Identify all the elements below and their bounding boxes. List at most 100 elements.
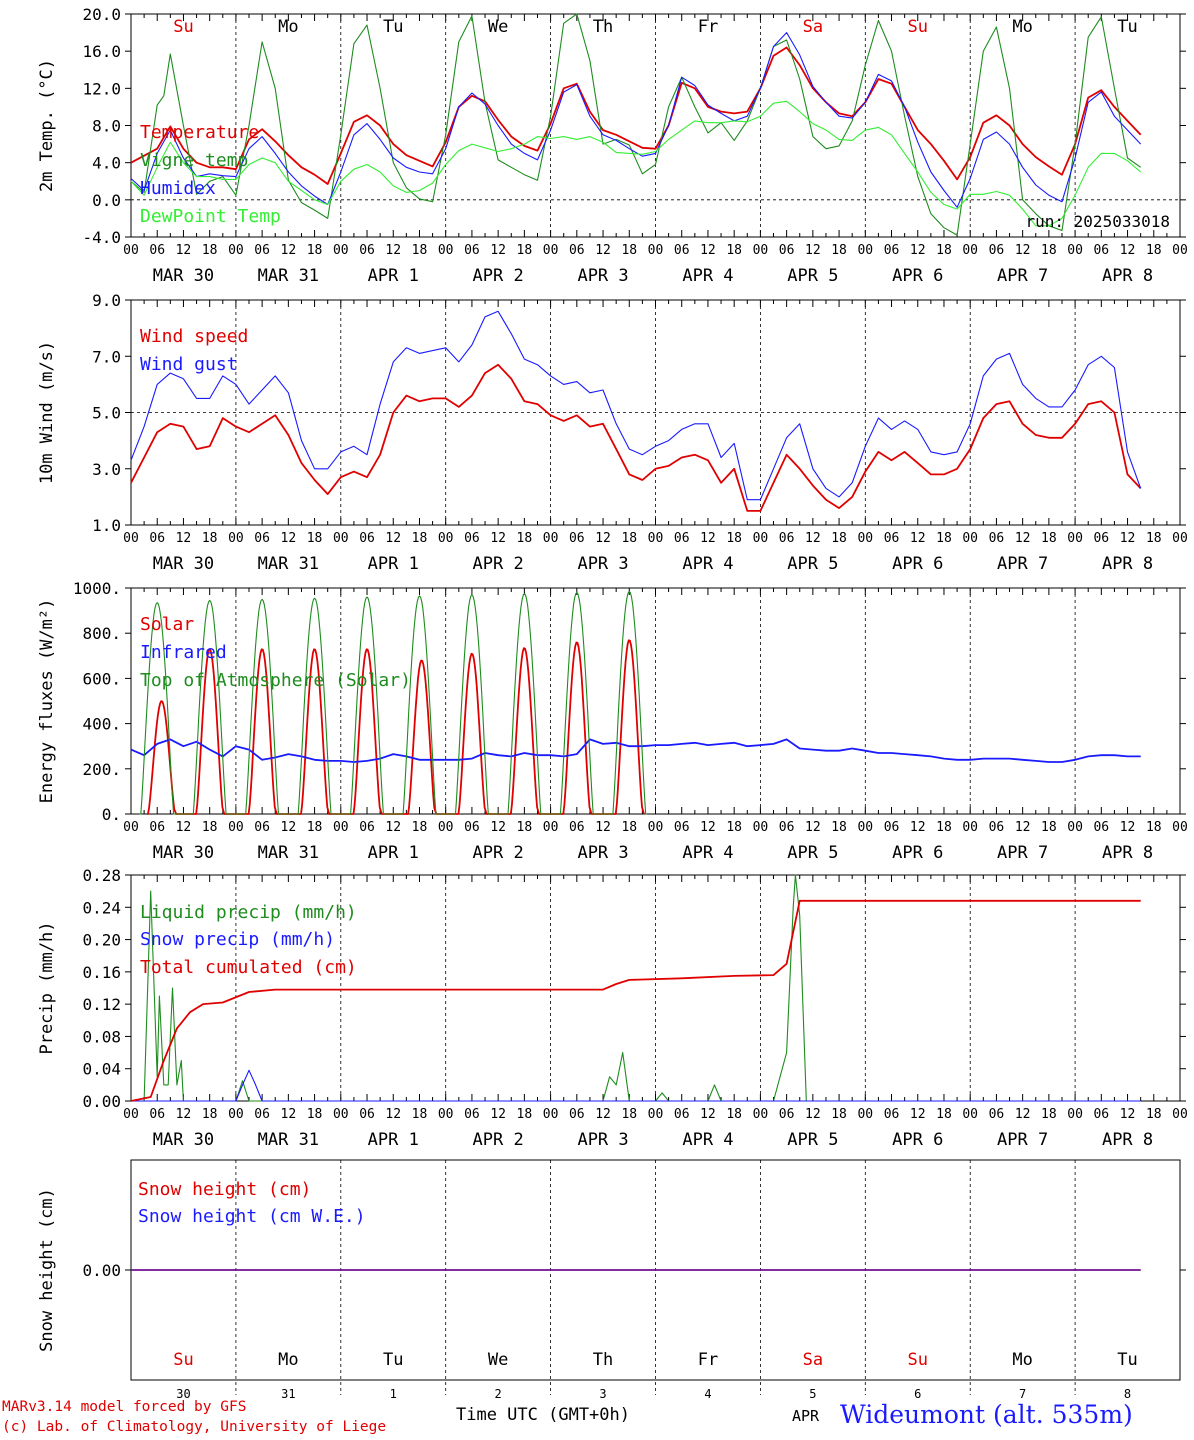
x-hour-label: 18 (726, 820, 742, 835)
legend-entry: Solar (140, 614, 194, 635)
x-date-label: APR 2 (473, 1130, 524, 1150)
x-hour-label: 06 (569, 243, 585, 258)
legend-entry: Humidex (140, 178, 216, 199)
x-hour-label: 18 (1146, 1107, 1162, 1122)
x-hour-label: 00 (962, 531, 978, 546)
legend-entry: Liquid precip (mm/h) (140, 902, 357, 923)
x-hour-label: 00 (438, 243, 454, 258)
legend-entry: Vigne temp (140, 150, 248, 171)
x-hour-label: 06 (149, 820, 165, 835)
x-hour-label: 12 (700, 531, 716, 546)
x-hour-label: 06 (779, 243, 795, 258)
x-hour-label: 12 (1120, 531, 1136, 546)
weekday-label-bottom: Mo (1012, 1350, 1032, 1370)
weekday-label-bottom: Su (173, 1350, 193, 1370)
legend-entry: Temperature (140, 122, 259, 143)
x-hour-label: 00 (857, 820, 873, 835)
x-hour-label: 06 (674, 531, 690, 546)
weekday-label: Mo (278, 17, 298, 37)
legend-entry: Snow precip (mm/h) (140, 929, 335, 950)
x-hour-label: 06 (464, 820, 480, 835)
x-date-label: APR 1 (368, 1130, 419, 1150)
chart-panel-2: 9.0 7.0 5.0 3.0 1.0 10m Wind (m/s) 00 06 12 18 00 0… (37, 291, 1188, 574)
x-hour-label: 00 (438, 820, 454, 835)
weekday-label: Tu (383, 17, 403, 37)
x-hour-label: 12 (281, 820, 297, 835)
x-hour-label: 00 (228, 531, 244, 546)
x-hour-label: 12 (176, 820, 192, 835)
x-hour-label: 00 (543, 531, 559, 546)
series-line (139, 590, 647, 815)
y-tick-label: 0.08 (82, 1027, 121, 1046)
x-hour-label: 00 (753, 531, 769, 546)
x-date-label: APR 1 (368, 843, 419, 863)
weekday-label-bottom: Tu (1117, 1350, 1137, 1370)
x-hour-label: 12 (805, 1107, 821, 1122)
x-hour-label: 06 (674, 820, 690, 835)
x-hour-label: 18 (517, 1107, 533, 1122)
y-tick-label: 8.0 (92, 117, 121, 136)
x-hour-label: 00 (648, 531, 664, 546)
x-hour-label: 18 (831, 820, 847, 835)
x-hour-label: 12 (385, 243, 401, 258)
x-hour-label: 06 (254, 1107, 270, 1122)
legend-entry: Snow height (cm) (138, 1179, 311, 1200)
x-hour-label: 06 (149, 1107, 165, 1122)
x-hour-label: 18 (621, 243, 637, 258)
x-hour-label: 18 (1041, 1107, 1057, 1122)
x-hour-label: 18 (831, 243, 847, 258)
x-hour-label: 12 (490, 243, 506, 258)
day-number-label: 5 (809, 1387, 816, 1401)
y-axis-label: 10m Wind (m/s) (37, 341, 57, 484)
x-date-label: APR 2 (473, 266, 524, 286)
x-hour-label: 00 (857, 243, 873, 258)
x-hour-label: 00 (1172, 531, 1188, 546)
x-hour-label: 18 (412, 1107, 428, 1122)
x-hour-label: 06 (359, 531, 375, 546)
day-number-label: 8 (1124, 1387, 1131, 1401)
x-hour-label: 00 (438, 531, 454, 546)
x-hour-label: 18 (726, 531, 742, 546)
legend-entry: Infrared (140, 642, 227, 663)
x-hour-label: 00 (228, 820, 244, 835)
x-date-label: MAR 30 (153, 1130, 214, 1150)
x-hour-label: 06 (989, 243, 1005, 258)
x-hour-label: 06 (989, 820, 1005, 835)
x-date-label: APR 7 (997, 1130, 1048, 1150)
x-date-label: APR 5 (787, 1130, 838, 1150)
y-axis-label: Energy fluxes (W/m²) (37, 599, 57, 804)
x-hour-label: 18 (1146, 531, 1162, 546)
x-hour-label: 00 (333, 243, 349, 258)
x-hour-label: 12 (281, 243, 297, 258)
x-hour-label: 00 (962, 1107, 978, 1122)
y-tick-label: 9.0 (92, 291, 121, 310)
y-tick-label: 600. (82, 669, 121, 688)
x-hour-label: 12 (910, 243, 926, 258)
lab-credit-line: (c) Lab. of Climatology, University of L… (2, 1419, 387, 1435)
y-tick-label: 16.0 (82, 42, 121, 61)
y-tick-label: -4.0 (82, 228, 121, 247)
x-hour-label: 00 (962, 243, 978, 258)
y-tick-label: 200. (82, 760, 121, 779)
x-hour-label: 06 (1093, 531, 1109, 546)
weekday-label: Su (173, 17, 193, 37)
day-number-label: 1 (390, 1387, 397, 1401)
x-hour-label: 12 (805, 243, 821, 258)
series-line (130, 46, 1142, 185)
x-hour-label: 00 (543, 820, 559, 835)
x-hour-label: 18 (1146, 243, 1162, 258)
x-hour-label: 00 (962, 820, 978, 835)
x-date-label: APR 5 (787, 843, 838, 863)
x-hour-label: 06 (569, 531, 585, 546)
x-hour-label: 12 (385, 1107, 401, 1122)
y-tick-label: 0.20 (82, 931, 121, 950)
x-hour-label: 12 (700, 820, 716, 835)
x-date-label: APR 3 (577, 1130, 628, 1150)
y-tick-label: 0.00 (82, 1092, 121, 1111)
day-number-label: 4 (704, 1387, 711, 1401)
weekday-label-bottom: Th (593, 1350, 613, 1370)
x-hour-label: 12 (1120, 1107, 1136, 1122)
x-hour-label: 12 (385, 820, 401, 835)
x-hour-label: 00 (753, 243, 769, 258)
x-hour-label: 18 (936, 820, 952, 835)
